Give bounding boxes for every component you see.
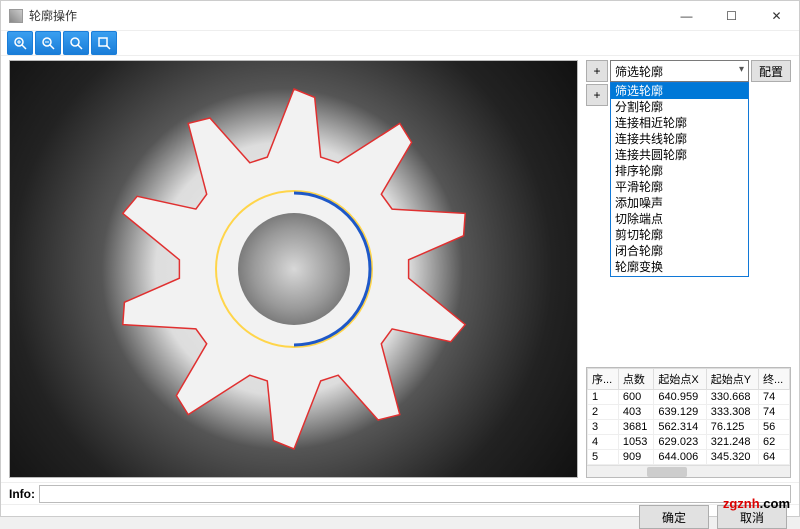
info-label: Info: (9, 487, 35, 501)
combo-option[interactable]: 剪切轮廓 (611, 227, 748, 243)
table-row[interactable]: 5909644.006345.32064 (588, 450, 790, 465)
combo-option[interactable]: 分割轮廓 (611, 99, 748, 115)
table-header[interactable]: 点数 (618, 369, 654, 390)
combo-option[interactable]: 连接相近轮廓 (611, 115, 748, 131)
combo-option[interactable]: 去重合轮廓 (611, 275, 748, 277)
content-area: + + 筛选轮廓 筛选轮廓分割轮廓连接相近轮廓连接共线轮廓连接共圆轮廓排序轮廓平… (1, 56, 799, 482)
window-title: 轮廓操作 (29, 7, 77, 24)
zoom-out-button[interactable] (35, 31, 61, 55)
table-header[interactable]: 起始点Y (706, 369, 758, 390)
table-header[interactable]: 起始点X (654, 369, 706, 390)
gear-contour (94, 69, 494, 469)
operation-combo[interactable]: 筛选轮廓 筛选轮廓分割轮廓连接相近轮廓连接共线轮廓连接共圆轮廓排序轮廓平滑轮廓添… (610, 60, 749, 277)
app-icon (9, 9, 23, 23)
scroll-thumb[interactable] (647, 467, 687, 477)
left-panel (9, 60, 578, 478)
table-row[interactable]: 2403639.129333.30874 (588, 405, 790, 420)
minimize-button[interactable]: ― (664, 1, 709, 31)
ok-button[interactable]: 确定 (639, 505, 709, 529)
combo-option[interactable]: 排序轮廓 (611, 163, 748, 179)
close-button[interactable]: ✕ (754, 1, 799, 31)
add-button-2[interactable]: + (586, 84, 608, 106)
combo-option[interactable]: 添加噪声 (611, 195, 748, 211)
window-controls: ― ☐ ✕ (664, 1, 799, 31)
combo-option[interactable]: 筛选轮廓 (611, 83, 748, 99)
combo-option[interactable]: 连接共线轮廓 (611, 131, 748, 147)
plus-buttons: + + (586, 60, 608, 106)
maximize-button[interactable]: ☐ (709, 1, 754, 31)
info-input[interactable] (39, 485, 791, 503)
add-button-1[interactable]: + (586, 60, 608, 82)
zoom-in-button[interactable] (7, 31, 33, 55)
table-row[interactable]: 41053629.023321.24862 (588, 435, 790, 450)
table-row[interactable]: 33681562.31476.12556 (588, 420, 790, 435)
combo-option[interactable]: 连接共圆轮廓 (611, 147, 748, 163)
combo-option[interactable]: 平滑轮廓 (611, 179, 748, 195)
zoom-rect-button[interactable] (91, 31, 117, 55)
data-table[interactable]: 序...点数起始点X起始点Y终...1600640.959330.6687424… (587, 368, 790, 465)
table-row[interactable]: 1600640.959330.66874 (588, 390, 790, 405)
table-header[interactable]: 终... (759, 369, 790, 390)
table-header[interactable]: 序... (588, 369, 619, 390)
watermark: zgznh.com (723, 496, 790, 511)
main-window: 轮廓操作 ― ☐ ✕ (0, 0, 800, 517)
toolbar (1, 31, 799, 56)
combo-dropdown[interactable]: 筛选轮廓分割轮廓连接相近轮廓连接共线轮廓连接共圆轮廓排序轮廓平滑轮廓添加噪声切除… (610, 82, 749, 277)
table-hscroll[interactable] (587, 465, 790, 477)
right-panel: + + 筛选轮廓 筛选轮廓分割轮廓连接相近轮廓连接共线轮廓连接共圆轮廓排序轮廓平… (586, 60, 791, 478)
watermark-black: .com (760, 496, 790, 511)
operation-selector-row: + + 筛选轮廓 筛选轮廓分割轮廓连接相近轮廓连接共线轮廓连接共圆轮廓排序轮廓平… (586, 60, 791, 277)
watermark-red: zgznh (723, 496, 760, 511)
info-bar: Info: (1, 482, 799, 504)
contour-table: 序...点数起始点X起始点Y终...1600640.959330.6687424… (586, 367, 791, 478)
combo-option[interactable]: 闭合轮廓 (611, 243, 748, 259)
image-canvas[interactable] (9, 60, 578, 478)
combo-option[interactable]: 切除端点 (611, 211, 748, 227)
combo-option[interactable]: 轮廓变换 (611, 259, 748, 275)
config-button[interactable]: 配置 (751, 60, 791, 82)
zoom-fit-button[interactable] (63, 31, 89, 55)
combo-selected[interactable]: 筛选轮廓 (610, 60, 749, 82)
title-bar: 轮廓操作 ― ☐ ✕ (1, 1, 799, 31)
